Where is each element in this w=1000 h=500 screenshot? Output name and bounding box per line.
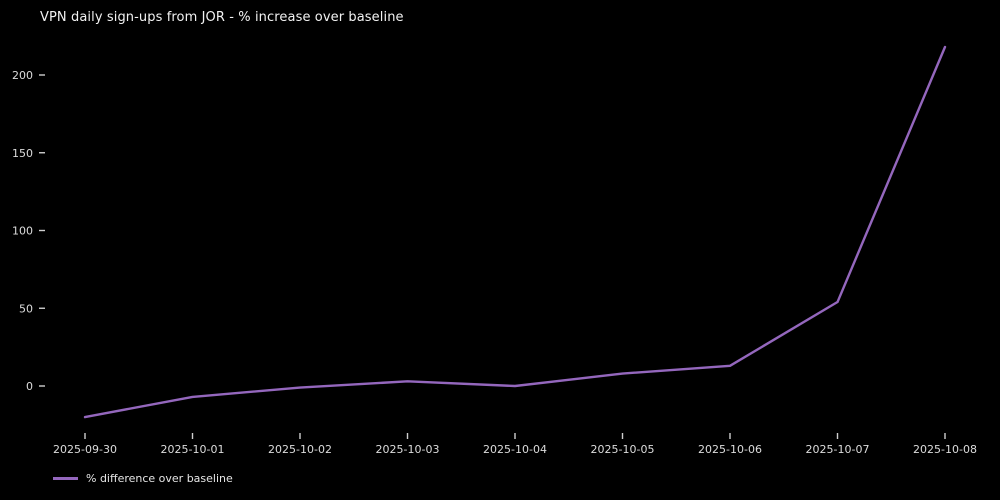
x-tick-label: 2025-10-01 — [161, 443, 225, 456]
y-tick-label: 150 — [12, 147, 33, 160]
legend: % difference over baseline — [53, 472, 233, 485]
x-tick-label: 2025-10-03 — [376, 443, 440, 456]
y-tick-label: 200 — [12, 69, 33, 82]
legend-label: % difference over baseline — [86, 472, 233, 485]
legend-line-swatch — [53, 477, 78, 480]
x-tick-label: 2025-10-08 — [913, 443, 977, 456]
x-tick-label: 2025-10-02 — [268, 443, 332, 456]
x-tick-label: 2025-09-30 — [53, 443, 117, 456]
y-tick-label: 100 — [12, 225, 33, 238]
x-tick-label: 2025-10-04 — [483, 443, 547, 456]
chart-title: VPN daily sign-ups from JOR - % increase… — [40, 10, 404, 25]
x-tick-label: 2025-10-05 — [591, 443, 655, 456]
x-tick-label: 2025-10-06 — [698, 443, 762, 456]
y-tick-label: 50 — [19, 302, 33, 315]
data-line — [83, 45, 947, 419]
y-tick-label: 0 — [26, 380, 33, 393]
x-tick-label: 2025-10-07 — [806, 443, 870, 456]
